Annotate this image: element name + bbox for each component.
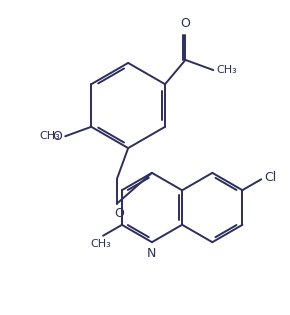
Text: O: O	[114, 207, 124, 220]
Text: Cl: Cl	[264, 171, 276, 184]
Text: N: N	[147, 247, 157, 260]
Text: CH₃: CH₃	[91, 239, 111, 249]
Text: CH₃: CH₃	[216, 65, 237, 75]
Text: CH₃: CH₃	[39, 131, 60, 141]
Text: O: O	[52, 130, 62, 143]
Text: O: O	[180, 17, 190, 30]
